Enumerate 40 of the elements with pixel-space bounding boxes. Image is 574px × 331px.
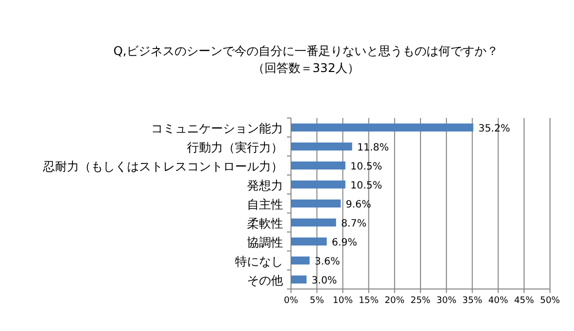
- y-tick-label: コミュニケーション能力: [151, 122, 283, 136]
- bar: [291, 180, 346, 188]
- y-tick-label: 自主性: [247, 198, 283, 212]
- bar: [291, 142, 352, 150]
- x-tick-label: 45%: [514, 296, 535, 306]
- chart-title: Q,ビジネスのシーンで今の自分に一番足りないと思うものは何ですか？: [113, 44, 499, 58]
- x-tick-label: 50%: [540, 296, 560, 306]
- y-tick-label: 柔軟性: [247, 216, 283, 230]
- data-label: 3.0%: [312, 276, 337, 286]
- bar: [291, 276, 307, 284]
- chart-subtitle: （回答数＝332人）: [252, 61, 360, 75]
- data-label: 10.5%: [350, 162, 382, 172]
- bar: [291, 218, 336, 226]
- x-tick-label: 5%: [310, 296, 324, 306]
- data-label: 9.6%: [346, 200, 372, 210]
- x-tick-label: 30%: [436, 296, 457, 306]
- x-tick-label: 40%: [488, 296, 509, 306]
- x-tick-label: 0%: [284, 296, 299, 306]
- x-tick-label: 10%: [332, 296, 354, 306]
- y-tick-label: 行動力（実行力）: [187, 140, 283, 154]
- x-tick-label: 20%: [384, 296, 406, 306]
- y-tick-label: その他: [247, 274, 283, 288]
- bar: [291, 256, 310, 264]
- data-label: 11.8%: [357, 142, 389, 154]
- bar: [291, 162, 346, 170]
- y-tick-label: 発想力: [247, 178, 283, 192]
- y-tick-label: 協調性: [247, 236, 283, 250]
- data-label: 6.9%: [332, 238, 358, 248]
- x-tick-label: 25%: [410, 296, 431, 306]
- data-label: 10.5%: [350, 180, 382, 192]
- y-tick-label: 忍耐力（もしくはストレスコントロール力）: [42, 160, 283, 174]
- bar: [291, 238, 327, 246]
- x-tick-label: 35%: [462, 296, 483, 306]
- bar: [291, 124, 474, 132]
- data-label: 35.2%: [478, 124, 510, 134]
- data-label: 8.7%: [341, 218, 366, 230]
- bar: [291, 200, 341, 208]
- x-tick-label: 15%: [358, 296, 380, 306]
- data-label: 3.6%: [314, 256, 340, 268]
- y-tick-label: 特になし: [235, 254, 283, 268]
